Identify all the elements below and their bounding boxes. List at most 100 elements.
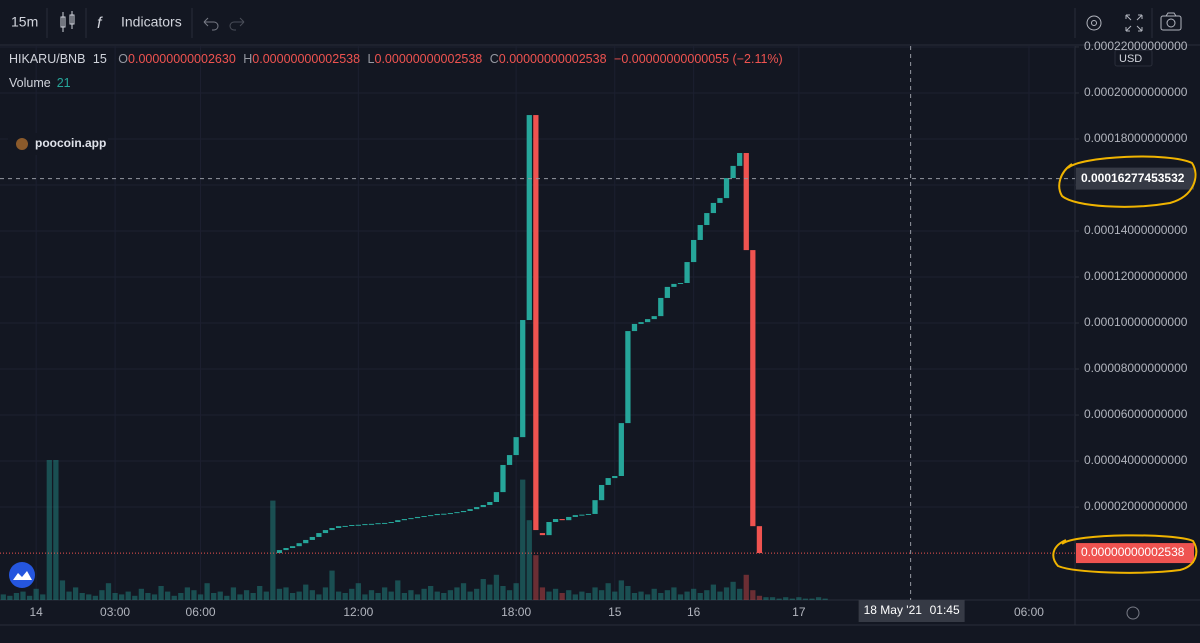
volume-bar [809, 598, 815, 600]
volume-bar [151, 594, 158, 600]
candle-body [572, 515, 578, 517]
candle-body [408, 518, 414, 520]
y-tick-label: 0.00012000000000 [1084, 269, 1188, 283]
crosshair-price-label: 0.00016277453532 [1081, 171, 1185, 185]
volume-bar [572, 594, 578, 600]
axis-settings-icon[interactable] [1126, 606, 1140, 620]
y-tick-label: 0.00006000000000 [1084, 407, 1188, 421]
volume-bar [316, 594, 322, 600]
open-label: O [118, 52, 129, 66]
volume-bar [191, 590, 197, 600]
volume-bar [362, 594, 368, 600]
high-value: 0.00000000002538 [252, 52, 361, 66]
volume-bar [230, 587, 237, 600]
candle-style-icon[interactable] [60, 11, 75, 32]
crosshair-time-label: 01:45 [930, 603, 960, 617]
volume-bar [783, 597, 789, 600]
volume-bar [526, 520, 532, 600]
volume-bar [513, 583, 519, 600]
settings-icon[interactable] [1086, 15, 1102, 31]
candle-body [658, 297, 664, 317]
candle-body [493, 492, 500, 502]
candle-body [447, 513, 454, 515]
volume-bar [296, 591, 302, 600]
volume-bar [178, 593, 184, 600]
x-tick-label: 03:00 [100, 605, 130, 619]
candle-body [500, 464, 506, 493]
volume-bar [72, 587, 79, 600]
fullscreen-icon[interactable] [1125, 14, 1143, 32]
candle-body [480, 504, 486, 508]
fx-icon[interactable]: f [97, 15, 103, 32]
watermark-icon [16, 138, 28, 150]
tv-logo[interactable] [9, 562, 35, 588]
x-tick-label: 17 [792, 605, 806, 619]
volume-value: 21 [56, 76, 71, 90]
screenshot-icon[interactable] [1160, 12, 1182, 31]
candle-body [414, 516, 421, 519]
volume-bar [165, 591, 171, 600]
close-label: C [489, 52, 499, 66]
candle-body [585, 513, 592, 515]
legend-header: HIKARU/BNB 15 O0.00000000002630 H0.00000… [9, 52, 787, 66]
volume-bar [250, 593, 256, 600]
volume-bar [598, 590, 605, 600]
volume-bar [388, 591, 394, 600]
candle-body [421, 516, 427, 518]
candle-body [368, 523, 375, 525]
high-label: H [243, 52, 253, 66]
volume-bar [428, 586, 434, 600]
volume-bar [533, 555, 539, 600]
open-value: 0.00000000002630 [128, 52, 236, 66]
candle-body [566, 516, 572, 521]
volume-bar [184, 587, 191, 600]
volume-bar [86, 594, 92, 600]
candle-body [276, 550, 283, 554]
volume-bar [723, 587, 730, 600]
candle-body [756, 526, 763, 554]
volume-bar [552, 588, 559, 600]
candle-body [428, 515, 434, 517]
currency[interactable]: USD [1119, 53, 1142, 65]
volume-bar [329, 570, 335, 600]
candle-body [375, 523, 381, 525]
candle-body [316, 533, 322, 537]
candle-body [322, 530, 329, 534]
volume-bar [66, 591, 72, 600]
currency-box[interactable] [1114, 49, 1153, 67]
candle-body [533, 115, 539, 531]
volume-bar [270, 500, 276, 600]
volume-bar [434, 591, 440, 600]
volume-bar [243, 590, 250, 600]
candle-body [520, 320, 526, 438]
volume-bar [349, 588, 355, 600]
volume-bar [132, 595, 138, 600]
volume-bar [59, 580, 66, 600]
candle-body [750, 250, 756, 527]
timeframe-button[interactable]: 15m [11, 14, 38, 30]
candle-body [349, 525, 355, 527]
candles [276, 115, 763, 554]
volume-bar [105, 583, 112, 600]
redo-icon[interactable] [229, 17, 245, 31]
undo-icon[interactable] [203, 17, 219, 31]
volume-bar [763, 597, 769, 600]
volume-bar [92, 595, 98, 600]
volume-bar [355, 583, 361, 600]
volume-bar [756, 595, 763, 600]
candle-body [487, 501, 493, 505]
x-tick-label: 12:00 [343, 605, 373, 619]
candle-body [388, 522, 394, 524]
volume-bar [414, 594, 421, 600]
volume-label: Volume [9, 76, 51, 90]
grid [0, 46, 1079, 600]
volume-bar [480, 579, 486, 600]
volume-bar [539, 587, 546, 600]
volume-bar [645, 594, 651, 600]
last-price-label: 0.00000000002538 [1081, 545, 1185, 559]
volume-bar [322, 587, 329, 600]
volume-bar [822, 598, 828, 600]
y-tick-label: 0.00014000000000 [1084, 223, 1188, 237]
indicators-button[interactable]: Indicators [121, 14, 182, 30]
